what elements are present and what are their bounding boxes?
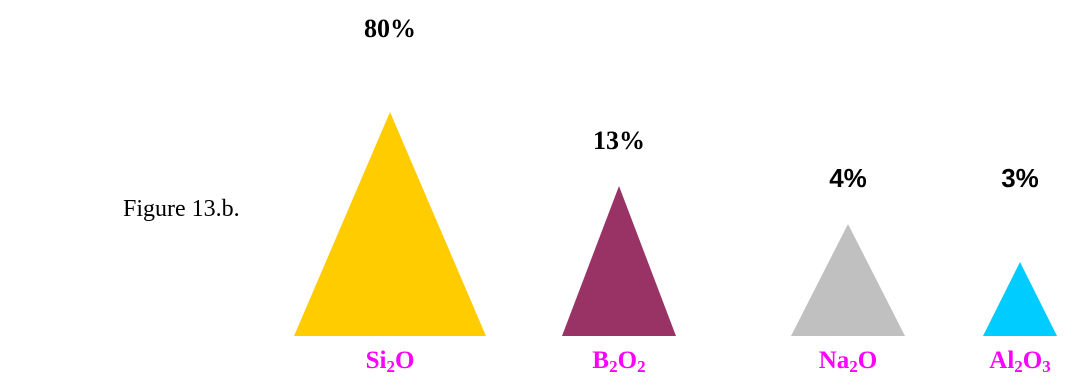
figure-caption: Figure 13.b.	[123, 196, 240, 222]
triangle-mark-b2o2	[562, 186, 676, 336]
value-label-na2o: 4%	[829, 163, 867, 193]
category-label-na2o: Na2O	[818, 347, 878, 376]
category-label-si2o: Si2O	[365, 347, 415, 376]
value-label-si2o: 80%	[364, 14, 416, 43]
triangle-mark-si2o	[294, 112, 486, 336]
triangle-mark-na2o	[791, 224, 905, 336]
triangle-mark-al2o3	[983, 262, 1057, 336]
value-label-al2o3: 3%	[1001, 163, 1039, 193]
category-label-al2o3: Al2O3	[989, 347, 1051, 376]
category-label-b2o2: B2O2	[592, 347, 646, 376]
value-label-b2o2: 13%	[593, 126, 645, 155]
